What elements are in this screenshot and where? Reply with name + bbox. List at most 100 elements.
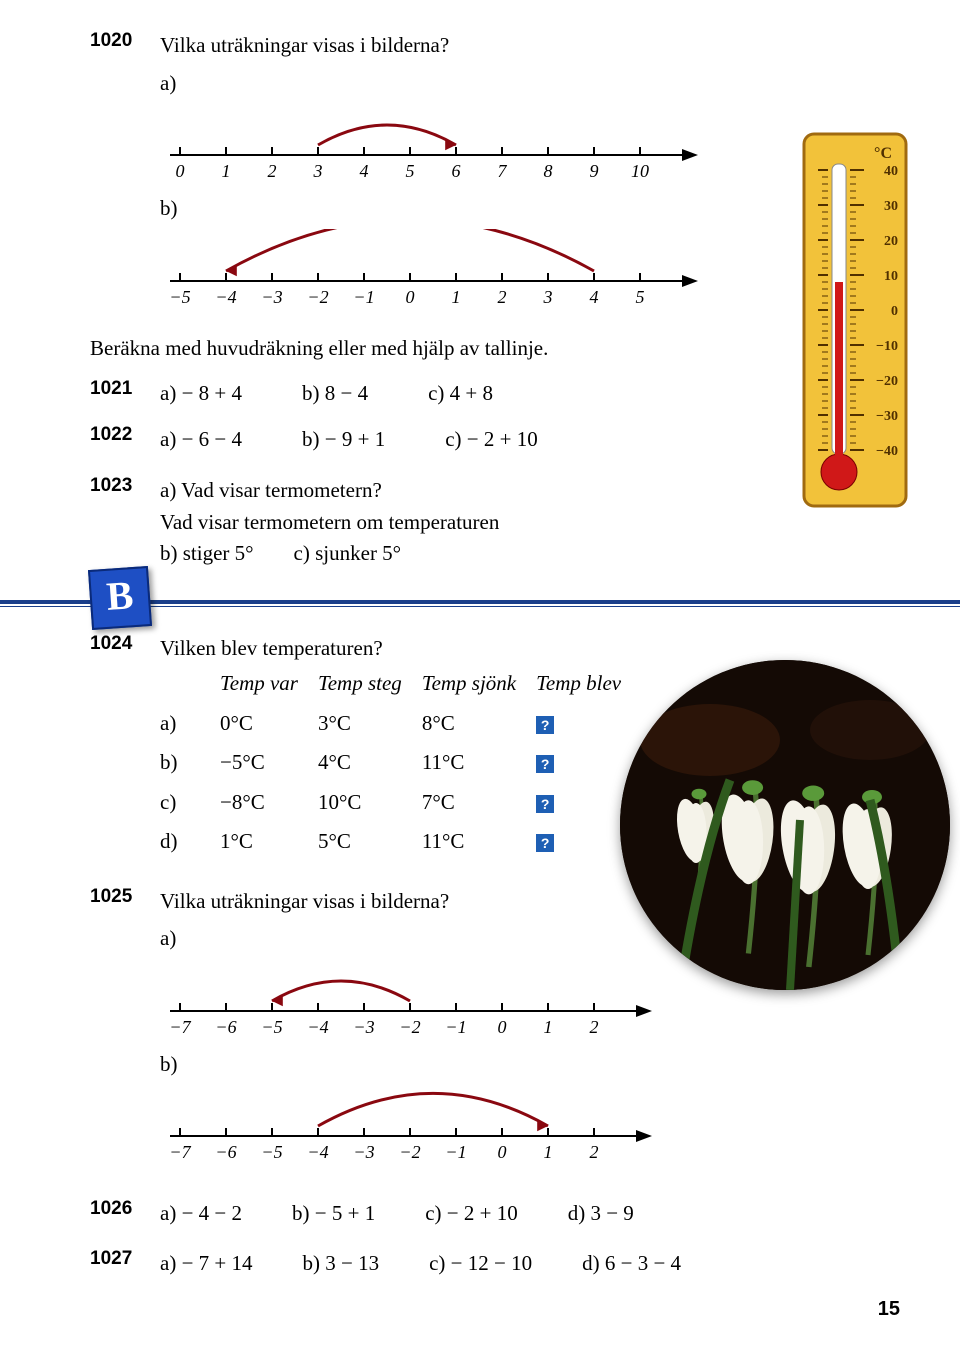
problem-number: 1023: [90, 475, 160, 497]
svg-text:−4: −4: [307, 1017, 328, 1037]
problem-1022: 1022 a) − 6 − 4 b) − 9 + 1 c) − 2 + 10: [90, 424, 910, 456]
svg-text:4: 4: [360, 161, 369, 181]
svg-text:5: 5: [636, 287, 645, 307]
problem-body: a) − 4 − 2 b) − 5 + 1 c) − 2 + 10 d) 3 −…: [160, 1198, 910, 1230]
problem-body: a) Vad visar termometern? Vad visar term…: [160, 475, 910, 570]
part-d: d) 3 − 9: [568, 1198, 634, 1230]
answer-placeholder-icon: ?: [536, 834, 554, 852]
svg-text:2: 2: [268, 161, 277, 181]
problem-body: a) − 6 − 4 b) − 9 + 1 c) − 2 + 10: [160, 424, 910, 456]
part-b: b) − 9 + 1: [302, 424, 385, 456]
svg-text:−30: −30: [876, 409, 898, 424]
svg-text:−3: −3: [261, 287, 282, 307]
svg-text:4: 4: [590, 287, 599, 307]
part-b: b) stiger 5°: [160, 538, 254, 570]
part-d: d) 6 − 3 − 4: [582, 1248, 681, 1280]
problem-1026: 1026 a) − 4 − 2 b) − 5 + 1 c) − 2 + 10 d…: [90, 1198, 910, 1230]
svg-text:°C: °C: [874, 145, 892, 162]
svg-text:1: 1: [544, 1142, 553, 1162]
svg-text:2: 2: [498, 287, 507, 307]
problem-body: a) − 8 + 4 b) 8 − 4 c) 4 + 8: [160, 378, 910, 410]
part-a-label: a): [160, 68, 910, 100]
part-c: c) − 12 − 10: [429, 1248, 532, 1280]
svg-text:−4: −4: [307, 1142, 328, 1162]
problem-number: 1020: [90, 30, 160, 52]
svg-text:−4: −4: [215, 287, 236, 307]
svg-text:−40: −40: [876, 444, 898, 459]
svg-text:10: 10: [631, 161, 649, 181]
svg-text:−3: −3: [353, 1142, 374, 1162]
problem-number: 1022: [90, 424, 160, 446]
part-a: a) − 8 + 4: [160, 378, 242, 410]
problem-number: 1026: [90, 1198, 160, 1220]
svg-text:−20: −20: [876, 374, 898, 389]
svg-text:1: 1: [544, 1017, 553, 1037]
part-a: a) − 6 − 4: [160, 424, 242, 456]
svg-text:0: 0: [406, 287, 415, 307]
part-b: b) 8 − 4: [302, 378, 368, 410]
svg-text:30: 30: [884, 199, 898, 214]
part-c: c) − 2 + 10: [445, 424, 538, 456]
svg-text:7: 7: [498, 161, 508, 181]
svg-text:−7: −7: [169, 1142, 191, 1162]
svg-text:−7: −7: [169, 1017, 191, 1037]
svg-text:0: 0: [891, 304, 898, 319]
svg-text:5: 5: [406, 161, 415, 181]
temperature-table: Temp varTemp stegTemp sjönkTemp bleva)0°…: [160, 664, 641, 862]
numberline-1025b: −7−6−5−4−3−2−1012: [160, 1084, 910, 1164]
svg-text:−1: −1: [353, 287, 374, 307]
part-c: c) 4 + 8: [428, 378, 493, 410]
problem-text: Vilka uträkningar visas i bilderna?: [160, 30, 910, 62]
problem-body: a) − 7 + 14 b) 3 − 13 c) − 12 − 10 d) 6 …: [160, 1248, 910, 1280]
part-b-label: b): [160, 193, 910, 225]
numberline-1020b: −5 −4 −3 −2 −1 0 1 2 3 4 5: [160, 229, 910, 309]
svg-text:−10: −10: [876, 339, 898, 354]
problem-1020: 1020 Vilka uträkningar visas i bilderna?…: [90, 30, 910, 319]
svg-text:0: 0: [498, 1017, 507, 1037]
intro-1021: Beräkna med huvudräkning eller med hjälp…: [90, 333, 910, 365]
part-b: b) − 5 + 1: [292, 1198, 375, 1230]
svg-text:−5: −5: [261, 1017, 282, 1037]
svg-text:3: 3: [313, 161, 323, 181]
problem-number: 1027: [90, 1248, 160, 1270]
page-number: 15: [878, 1298, 900, 1321]
svg-text:3: 3: [543, 287, 553, 307]
svg-text:1: 1: [452, 287, 461, 307]
svg-text:−2: −2: [307, 287, 328, 307]
svg-text:−1: −1: [445, 1017, 466, 1037]
part-c: c) − 2 + 10: [425, 1198, 518, 1230]
section-divider-b: B: [90, 600, 910, 607]
problem-number: 1025: [90, 886, 160, 908]
answer-placeholder-icon: ?: [536, 716, 554, 734]
svg-text:−6: −6: [215, 1017, 236, 1037]
svg-text:20: 20: [884, 234, 898, 249]
svg-text:8: 8: [544, 161, 553, 181]
numberline-1020a: 012345678910: [160, 103, 910, 183]
part-a: a) Vad visar termometern?: [160, 475, 910, 507]
answer-placeholder-icon: ?: [536, 795, 554, 813]
problem-1021: 1021 a) − 8 + 4 b) 8 − 4 c) 4 + 8: [90, 378, 910, 410]
svg-text:−2: −2: [399, 1142, 420, 1162]
part-a: a) − 7 + 14: [160, 1248, 253, 1280]
section-badge: B: [88, 565, 152, 629]
problem-body: Vilka uträkningar visas i bilderna? a) 0…: [160, 30, 910, 319]
svg-text:−5: −5: [169, 287, 190, 307]
problem-text: Vilken blev temperaturen?: [160, 633, 910, 665]
svg-text:0: 0: [498, 1142, 507, 1162]
line2: Vad visar termometern om temperaturen: [160, 507, 910, 539]
answer-placeholder-icon: ?: [536, 755, 554, 773]
intro-text: Beräkna med huvudräkning eller med hjälp…: [90, 333, 910, 365]
svg-text:1: 1: [222, 161, 231, 181]
svg-text:−6: −6: [215, 1142, 236, 1162]
svg-text:−3: −3: [353, 1017, 374, 1037]
problem-number: 1021: [90, 378, 160, 400]
thermometer-image: °C403020100−10−20−30−40: [800, 130, 910, 510]
svg-text:−1: −1: [445, 1142, 466, 1162]
svg-text:9: 9: [590, 161, 599, 181]
part-b-label: b): [160, 1049, 910, 1081]
problem-1023: 1023 a) Vad visar termometern? Vad visar…: [90, 475, 910, 570]
svg-text:−5: −5: [261, 1142, 282, 1162]
part-b: b) 3 − 13: [303, 1248, 380, 1280]
problem-1027: 1027 a) − 7 + 14 b) 3 − 13 c) − 12 − 10 …: [90, 1248, 910, 1280]
svg-text:10: 10: [884, 269, 898, 284]
